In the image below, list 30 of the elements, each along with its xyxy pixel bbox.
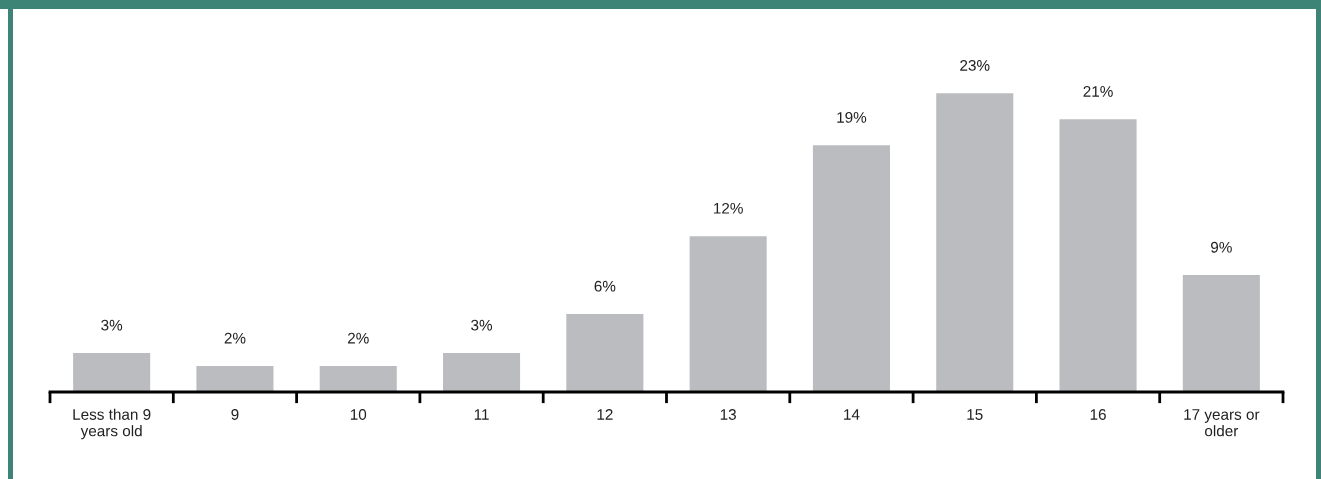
x-tick-label: 11 <box>474 409 489 420</box>
data-label: 3% <box>101 319 123 331</box>
x-tick-label: 14 <box>844 409 860 420</box>
bar <box>689 236 767 392</box>
bar <box>936 93 1014 392</box>
data-label: 9% <box>1211 241 1232 253</box>
x-tick-label: 13 <box>720 409 736 420</box>
x-tick-label: 17 years or older <box>1184 409 1260 437</box>
bar <box>196 366 274 392</box>
data-label: 23% <box>960 60 990 71</box>
bar <box>812 145 890 392</box>
bar <box>566 314 644 392</box>
x-tick-label: Less than 9 years old <box>73 408 151 440</box>
data-label: 12% <box>714 202 743 214</box>
bar <box>319 366 397 392</box>
x-tick-label: 15 <box>967 409 983 420</box>
bar <box>1059 119 1137 392</box>
bar <box>73 353 151 392</box>
data-label: 6% <box>594 280 616 292</box>
bar <box>1182 275 1260 392</box>
bar <box>443 353 521 392</box>
data-label: 2% <box>347 332 369 344</box>
x-tick-label: 10 <box>350 409 367 420</box>
data-label: 2% <box>224 332 246 344</box>
x-tick-label: 12 <box>597 409 613 420</box>
data-label: 3% <box>471 319 493 331</box>
x-tick-label: 16 <box>1090 409 1106 420</box>
data-label: 19% <box>837 111 867 123</box>
x-tick-label: 9 <box>231 409 239 420</box>
data-label: 21% <box>1083 86 1113 97</box>
